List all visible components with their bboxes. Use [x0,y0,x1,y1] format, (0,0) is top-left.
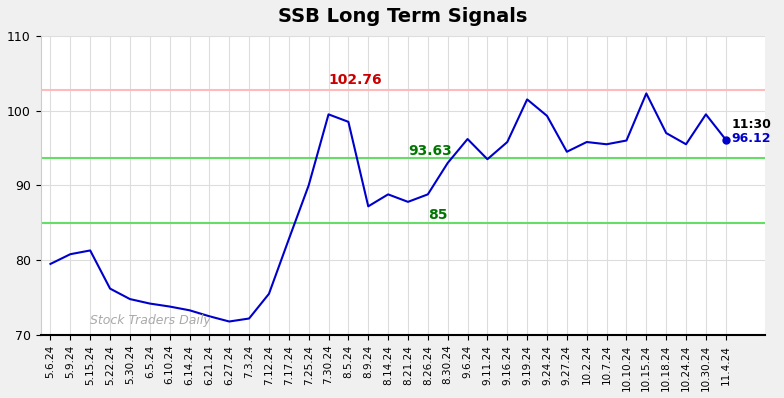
Title: SSB Long Term Signals: SSB Long Term Signals [278,7,528,26]
Text: 93.63: 93.63 [408,144,452,158]
Text: 102.76: 102.76 [328,73,382,87]
Text: Stock Traders Daily: Stock Traders Daily [90,314,211,327]
Text: 96.12: 96.12 [731,132,771,145]
Text: 85: 85 [428,208,448,222]
Text: 11:30: 11:30 [731,119,771,131]
